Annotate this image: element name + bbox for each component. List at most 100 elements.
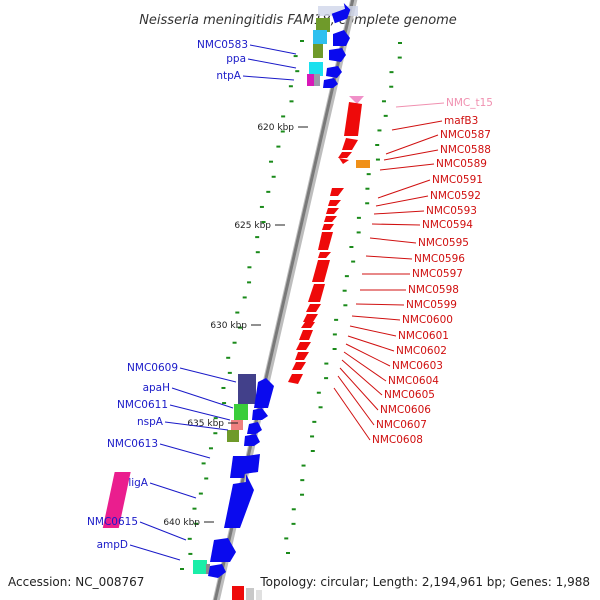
gene-label-nmc0599[interactable]: NMC0599	[406, 299, 457, 311]
leader-line	[242, 75, 295, 81]
cog-blocks-bottom	[102, 374, 256, 574]
position-ticks: 620 kbp 625 kbp 630 kbp 635 kbp 640 kbp	[163, 123, 308, 528]
gene-label-nmc0594[interactable]: NMC0594	[422, 219, 473, 231]
gc-dot	[300, 493, 305, 496]
gc-dot	[188, 552, 193, 555]
gc-dot	[375, 144, 380, 146]
gc-dot	[318, 406, 323, 409]
gene-label-nmc0595[interactable]: NMC0595	[418, 237, 469, 249]
gc-dot	[324, 377, 329, 380]
gene-label-nmc0600[interactable]: NMC0600	[402, 314, 453, 326]
leader-line	[379, 163, 435, 171]
leader-line	[179, 367, 237, 383]
gene-label-nmc0611[interactable]: NMC0611	[117, 399, 168, 411]
gene-label-nmc0592[interactable]: NMC0592	[430, 190, 481, 202]
leader-line	[333, 387, 371, 441]
gc-dot	[276, 145, 281, 148]
gc-dot	[312, 420, 317, 423]
gene-label-nmc0591[interactable]: NMC0591	[432, 174, 483, 186]
gc-dot	[261, 221, 266, 224]
gc-dot	[300, 40, 304, 42]
gene-label-nmc0603[interactable]: NMC0603	[392, 360, 443, 372]
gc-dot	[204, 477, 209, 480]
gc-dot	[281, 115, 286, 118]
gc-dot	[271, 175, 276, 178]
gc-dot	[289, 100, 294, 103]
leader-line	[171, 387, 234, 409]
gene-label-nmc0587[interactable]: NMC0587	[440, 129, 491, 141]
gc-dot	[291, 508, 296, 511]
gene-label-nmc0583[interactable]: NMC0583	[197, 39, 248, 51]
gene-label-nmc0593[interactable]: NMC0593	[426, 205, 477, 217]
leader-line	[129, 544, 181, 561]
leader-line	[347, 335, 395, 352]
map-title: Neisseria meningitidis FAM18, complete g…	[139, 13, 457, 28]
gc-dot	[226, 356, 231, 359]
gc-dot	[187, 537, 192, 540]
gc-dot	[269, 160, 274, 163]
gc-dot	[192, 507, 197, 510]
forward-genes-top	[323, 2, 351, 88]
gc-dot	[291, 522, 296, 525]
gene-label-mafb3[interactable]: mafB3	[444, 115, 478, 127]
gc-dot	[242, 296, 247, 299]
gene-label-nmc0609[interactable]: NMC0609	[127, 362, 178, 374]
gc-dot	[194, 522, 199, 525]
gene-label-liga[interactable]: ligA	[128, 477, 148, 489]
gc-dot	[351, 260, 356, 263]
gc-dot	[316, 391, 321, 394]
right-gene-labels: NMC_t15 mafB3 NMC0587 NMC0588 NMC0589 NMC0591…	[333, 97, 493, 446]
leader-line	[164, 421, 229, 431]
gc-dot	[213, 417, 218, 420]
gc-dot	[366, 173, 371, 176]
leader-line	[149, 482, 197, 499]
gene-label-nmc0613[interactable]: NMC0613	[107, 438, 158, 450]
gene-label-nmc0588[interactable]: NMC0588	[440, 144, 491, 156]
leader-line	[369, 237, 417, 244]
gene-label-nmc_t15[interactable]: NMC_t15	[446, 97, 493, 109]
gene-label-ppa[interactable]: ppa	[226, 53, 246, 65]
leader-line	[365, 255, 413, 260]
gene-label-nmc0615[interactable]: NMC0615	[87, 516, 138, 528]
gene-label-nmc0604[interactable]: NMC0604	[388, 375, 439, 387]
gc-content-track	[180, 40, 402, 570]
gene-label-nmc0606[interactable]: NMC0606	[380, 404, 431, 416]
gene-label-ntpa[interactable]: ntpA	[216, 70, 241, 82]
gene-label-apah[interactable]: apaH	[143, 382, 170, 394]
gene-label-nmc0597[interactable]: NMC0597	[412, 268, 463, 280]
leader-line	[247, 58, 297, 69]
gene-label-nmc0602[interactable]: NMC0602	[396, 345, 447, 357]
gene-label-nspa[interactable]: nspA	[137, 416, 164, 428]
gc-dot	[266, 190, 271, 193]
gc-dot	[227, 371, 232, 374]
gc-dot	[356, 216, 361, 219]
gene-label-nmc0601[interactable]: NMC0601	[398, 330, 449, 342]
leader-line	[339, 367, 379, 411]
gene-label-nmc0598[interactable]: NMC0598	[408, 284, 459, 296]
gene-label-nmc0589[interactable]: NMC0589	[436, 158, 487, 170]
gc-dot	[334, 318, 339, 321]
leader-line	[249, 44, 297, 55]
leader-line	[349, 325, 397, 337]
gene-label-nmc0608[interactable]: NMC0608	[372, 434, 423, 446]
leader-line	[345, 343, 391, 367]
gc-dot	[295, 70, 300, 73]
accession-label: Accession: NC_008767	[8, 575, 144, 589]
gene-label-nmc0607[interactable]: NMC0607	[376, 419, 427, 431]
gene-label-nmc0596[interactable]: NMC0596	[414, 253, 465, 265]
leader-line	[337, 375, 375, 426]
gene-label-ampd[interactable]: ampD	[97, 539, 128, 551]
gc-dot	[247, 266, 252, 269]
gc-dot	[255, 236, 260, 239]
gc-dot	[332, 333, 337, 336]
gc-dot	[389, 71, 394, 74]
leader-line	[169, 404, 231, 421]
gene-label-nmc0605[interactable]: NMC0605	[384, 389, 435, 401]
gc-dot	[398, 42, 402, 44]
cog-blocks-top	[307, 18, 330, 86]
left-gene-labels: NMC0583 ppa ntpA NMC0609 apaH NMC0611 nspA NMC0…	[87, 39, 297, 561]
gc-dot	[237, 326, 242, 329]
gc-dot	[356, 231, 361, 234]
gc-dot	[222, 402, 227, 405]
